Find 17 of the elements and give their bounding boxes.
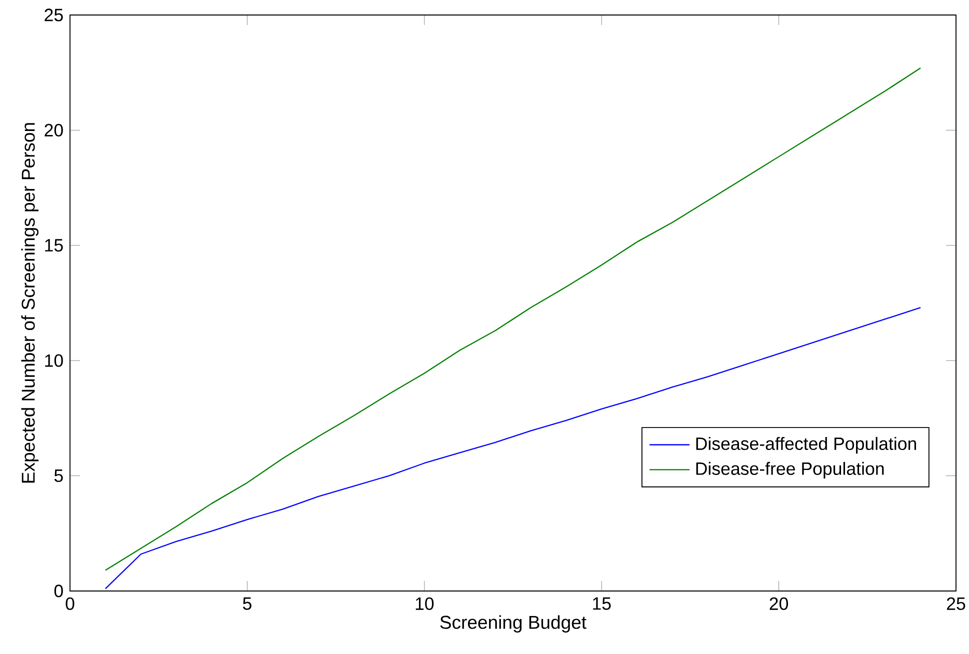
y-tick-label: 20	[44, 124, 63, 137]
legend-label: Disease-free Population	[696, 462, 884, 479]
x-axis-title: Screening Budget	[440, 615, 586, 633]
y-tick-label: 25	[44, 8, 63, 22]
x-tick-label: 5	[242, 597, 252, 610]
line-series	[104, 67, 922, 571]
x-tick-label: 20	[770, 597, 788, 610]
y-tick-label: 5	[54, 470, 63, 482]
y-tick-label: 10	[45, 354, 63, 367]
x-tick-label: 0	[66, 597, 74, 610]
y-tick-label: 0	[54, 584, 63, 598]
x-tick-label: 15	[593, 597, 611, 610]
legend-label: Disease-affected Population	[696, 436, 916, 454]
y-tick-label: 15	[45, 239, 63, 252]
y-axis-title: Expected Number of Screenings per Person	[21, 123, 39, 483]
x-tick-label: 25	[946, 597, 966, 610]
x-tick-label: 10	[416, 597, 434, 610]
